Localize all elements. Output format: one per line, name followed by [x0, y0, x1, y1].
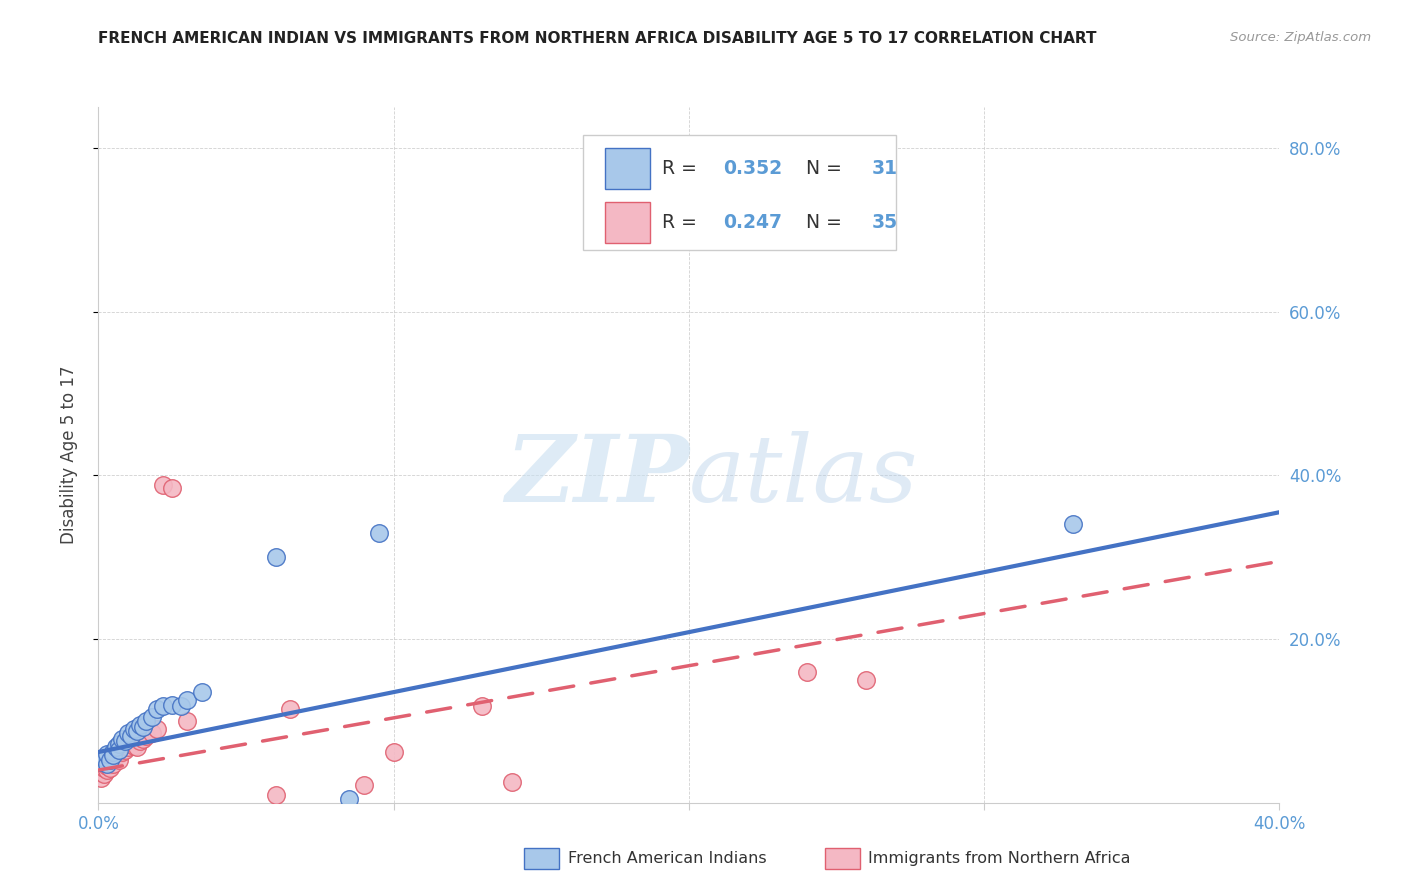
Point	[278, 701, 302, 715]
Point	[120, 737, 142, 751]
Point	[98, 753, 121, 767]
Point	[105, 740, 128, 755]
Point	[368, 525, 391, 540]
Point	[103, 751, 125, 765]
Point	[96, 763, 118, 777]
Text: R =: R =	[662, 213, 703, 232]
Point	[176, 693, 198, 707]
Text: French American Indians: French American Indians	[568, 851, 768, 866]
Point	[111, 745, 134, 759]
Point	[111, 731, 134, 746]
Text: FRENCH AMERICAN INDIAN VS IMMIGRANTS FROM NORTHERN AFRICA DISABILITY AGE 5 TO 17: FRENCH AMERICAN INDIAN VS IMMIGRANTS FRO…	[98, 31, 1097, 46]
Point	[120, 729, 142, 743]
FancyBboxPatch shape	[605, 148, 650, 189]
Point	[90, 764, 112, 779]
Point	[105, 748, 128, 763]
Point	[122, 739, 145, 753]
Point	[382, 745, 405, 759]
Point	[132, 721, 155, 735]
Point	[108, 742, 131, 756]
Point	[90, 755, 112, 769]
Text: ZIP: ZIP	[505, 431, 689, 521]
Point	[114, 742, 136, 756]
Point	[141, 726, 163, 740]
Point	[141, 710, 163, 724]
Point	[98, 761, 121, 775]
Point	[103, 748, 125, 763]
Point	[122, 722, 145, 736]
Point	[1062, 517, 1084, 532]
Point	[353, 778, 375, 792]
Point	[162, 481, 183, 495]
Text: Source: ZipAtlas.com: Source: ZipAtlas.com	[1230, 31, 1371, 45]
Point	[93, 751, 115, 765]
Point	[176, 714, 198, 728]
Text: N =: N =	[794, 159, 848, 178]
Point	[152, 478, 174, 492]
Point	[264, 788, 287, 802]
FancyBboxPatch shape	[605, 202, 650, 243]
Point	[108, 737, 131, 751]
Point	[96, 756, 118, 771]
Point	[471, 699, 494, 714]
Point	[96, 759, 118, 773]
Text: atlas: atlas	[689, 431, 918, 521]
Point	[108, 753, 131, 767]
Point	[855, 206, 877, 220]
Point	[135, 729, 157, 743]
FancyBboxPatch shape	[825, 848, 860, 869]
Point	[103, 756, 125, 771]
Y-axis label: Disability Age 5 to 17: Disability Age 5 to 17	[59, 366, 77, 544]
Point	[128, 718, 150, 732]
Point	[93, 761, 115, 775]
Point	[146, 722, 169, 736]
Point	[264, 550, 287, 565]
Point	[93, 767, 115, 781]
Point	[114, 734, 136, 748]
FancyBboxPatch shape	[582, 135, 896, 250]
Point	[96, 747, 118, 761]
Point	[98, 755, 121, 769]
Text: N =: N =	[794, 213, 848, 232]
Text: Immigrants from Northern Africa: Immigrants from Northern Africa	[869, 851, 1130, 866]
Point	[855, 673, 877, 687]
Point	[152, 699, 174, 714]
Point	[125, 740, 148, 755]
Point	[135, 714, 157, 728]
Text: R =: R =	[662, 159, 703, 178]
Text: 0.247: 0.247	[723, 213, 782, 232]
Point	[796, 665, 818, 679]
Point	[103, 745, 125, 759]
Point	[108, 747, 131, 761]
Point	[125, 723, 148, 738]
Text: 0.352: 0.352	[723, 159, 782, 178]
Point	[128, 734, 150, 748]
Point	[170, 699, 193, 714]
Point	[146, 701, 169, 715]
Point	[132, 731, 155, 746]
Point	[117, 740, 139, 755]
Text: 31: 31	[872, 159, 898, 178]
Point	[191, 685, 214, 699]
Point	[90, 771, 112, 785]
Point	[501, 775, 523, 789]
Point	[339, 791, 360, 805]
Text: 35: 35	[872, 213, 898, 232]
FancyBboxPatch shape	[523, 848, 560, 869]
Point	[162, 698, 183, 712]
Point	[117, 726, 139, 740]
